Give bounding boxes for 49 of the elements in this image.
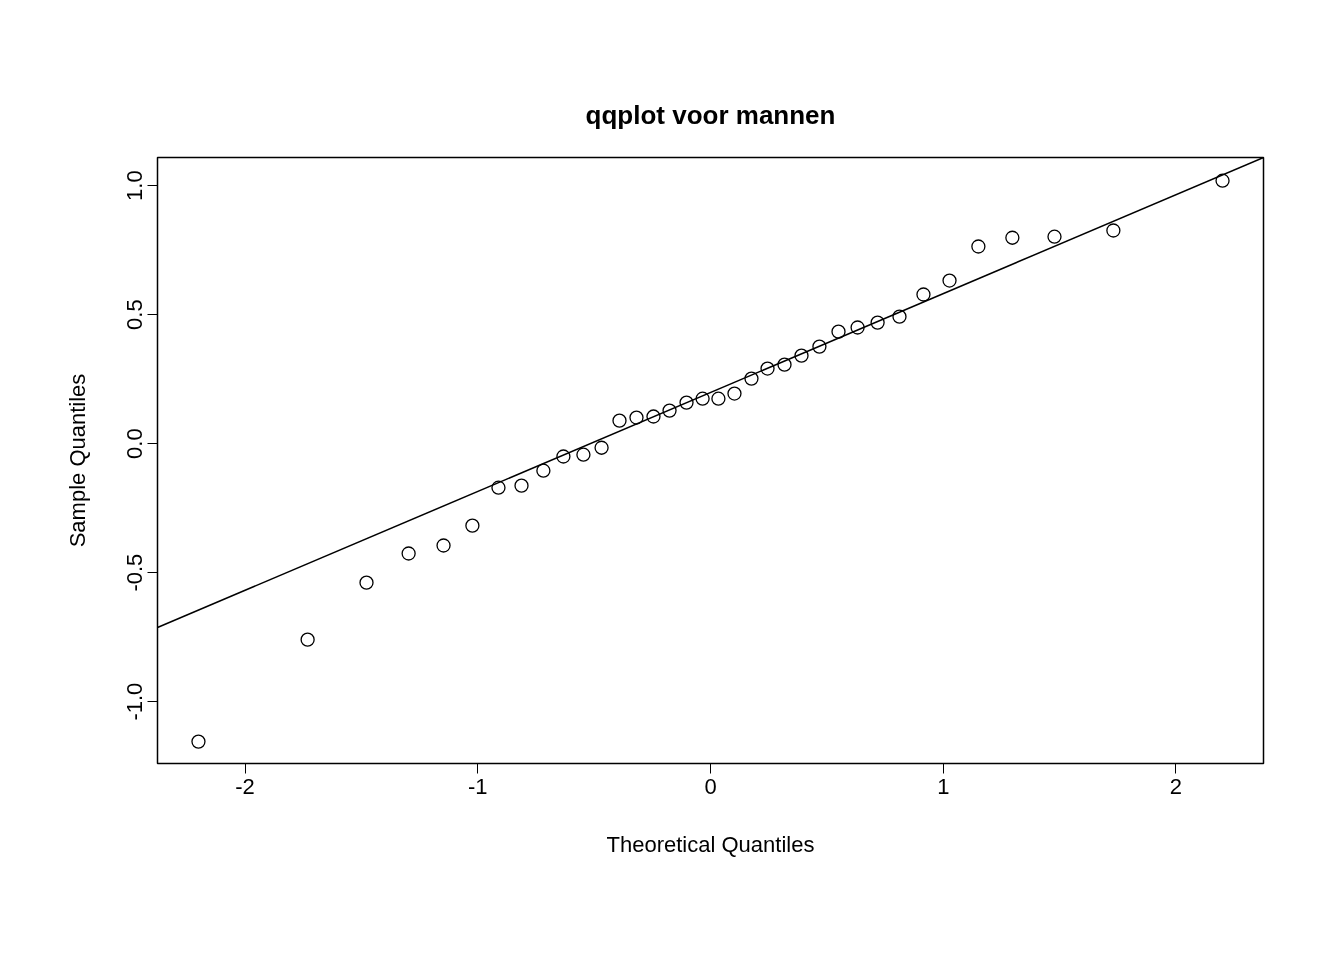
- point: [1047, 229, 1062, 244]
- point: [942, 273, 957, 288]
- point: [491, 480, 506, 495]
- point: [870, 315, 885, 330]
- y-tick-label: 1.0: [122, 170, 148, 201]
- point: [777, 357, 792, 372]
- point: [794, 348, 809, 363]
- point: [612, 413, 627, 428]
- x-axis-title: Theoretical Quantiles: [606, 831, 815, 857]
- point: [629, 410, 644, 425]
- x-tick-label: 1: [937, 773, 950, 799]
- point: [1005, 230, 1020, 245]
- point: [646, 409, 661, 424]
- y-axis-title: Sample Quantiles: [64, 373, 90, 548]
- point: [760, 361, 775, 376]
- point: [465, 518, 480, 533]
- y-tick-label: -0.5: [122, 553, 148, 592]
- x-tick-label: 0: [704, 773, 717, 799]
- point: [850, 320, 865, 335]
- point: [1106, 223, 1121, 238]
- point: [711, 391, 726, 406]
- y-tick-label: -1.0: [122, 682, 148, 721]
- point: [679, 395, 694, 410]
- point: [594, 440, 609, 455]
- point: [536, 463, 551, 478]
- point: [662, 403, 677, 418]
- point: [971, 239, 986, 254]
- chart-title: qqplot voor mannen: [585, 100, 836, 130]
- x-tick-label: -2: [235, 773, 255, 799]
- x-tick-label: 2: [1169, 773, 1183, 799]
- y-tick-label: 0.5: [122, 299, 148, 330]
- point: [359, 575, 374, 590]
- point: [727, 386, 742, 401]
- point: [695, 391, 710, 406]
- point: [436, 538, 451, 553]
- y-tick-label: 0.0: [122, 428, 148, 459]
- point: [300, 632, 315, 647]
- point: [892, 309, 907, 324]
- point: [744, 371, 759, 386]
- point: [831, 324, 846, 339]
- point: [556, 449, 571, 464]
- point: [1215, 173, 1230, 188]
- point: [916, 287, 931, 302]
- point: [812, 339, 827, 354]
- x-tick-label: -1: [467, 773, 488, 799]
- point: [401, 546, 416, 561]
- point: [576, 447, 591, 462]
- point: [191, 734, 206, 749]
- point: [514, 478, 529, 493]
